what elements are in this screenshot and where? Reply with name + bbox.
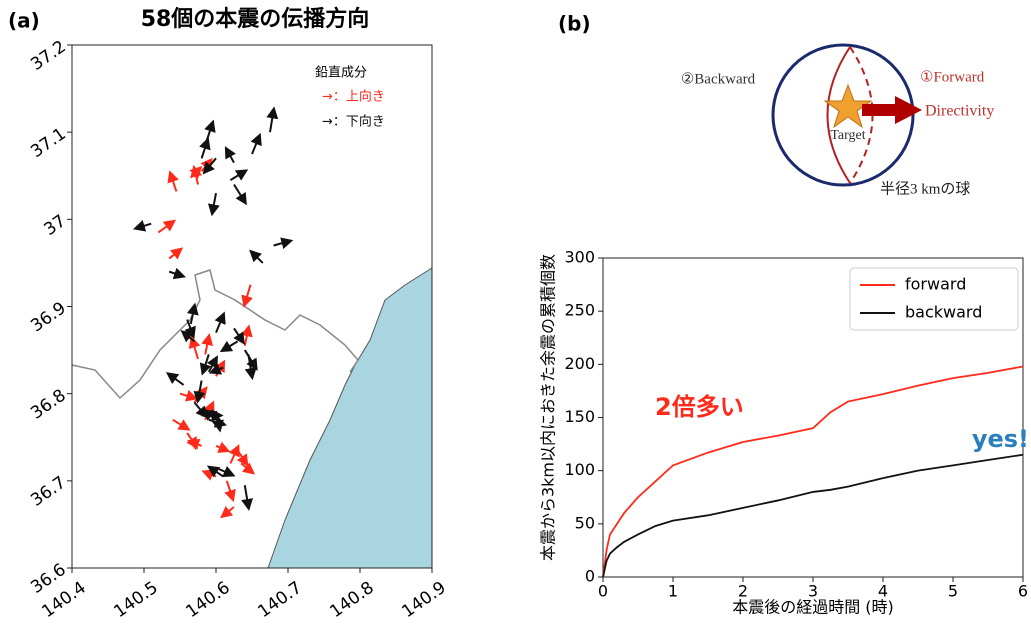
vector-arrow [266,106,279,133]
vector-arrow [202,157,217,175]
vector-arrow [224,146,236,164]
vector-arrow [220,506,235,519]
y-tick-label: 0 [585,567,595,586]
vector-arrow [207,192,220,217]
vector-arrow [168,247,184,260]
vector-arrow [212,410,224,433]
legend-label: →：下向き [322,114,385,130]
y-tick-label: 37.1 [27,124,69,162]
vector-arrow [199,137,211,159]
x-tick-label: 6 [1018,582,1028,601]
vector-arrow [208,363,224,375]
vector-arrow [241,485,254,511]
vector-arrow [172,418,191,431]
vector-arrow [132,219,152,232]
vector-arrow [187,439,202,451]
y-tick-label: 150 [564,407,595,426]
vector-arrow [167,170,179,192]
label: ①Forward [920,69,985,85]
vector-arrow [186,302,199,325]
line-series [602,453,1024,578]
sphere [771,43,915,187]
y-tick-label: 36.8 [27,385,69,423]
vector-arrow [206,465,224,478]
legend-label: forward [905,275,966,294]
x-tick-label: 140.8 [326,578,377,622]
vector-arrow [229,169,249,181]
y-tick-label: 300 [564,248,595,267]
vector-arrow [224,480,236,503]
vector-arrow [215,441,231,453]
y-tick-label: 100 [564,460,595,479]
vector-arrow [168,267,186,280]
y-tick-label: 36.9 [27,298,69,336]
vector-arrow [243,349,258,371]
vector-arrow [201,333,214,355]
label: 半径3 kmの球 [880,180,970,197]
vector-arrow [202,408,217,421]
label: ②Backward [681,71,756,87]
y-tick-label: 37 [41,211,70,240]
panel-label: (a) [8,9,40,33]
x-tick-label: 2 [738,582,748,601]
arrow [862,96,922,124]
vector-arrow [228,444,240,464]
vector-arrow [273,237,294,250]
y-tick-label: 36.7 [27,473,69,511]
x-tick-label: 0 [598,582,608,601]
vector-arrow [214,311,226,334]
legend-label: backward [905,303,982,322]
annotation: 2倍多い [655,393,744,421]
annotation: yes! [972,425,1029,453]
y-tick-label: 200 [564,354,595,373]
vector-arrow [219,340,239,353]
x-tick-label: 3 [808,582,818,601]
vector-arrow [240,324,253,346]
vector-arrow [179,389,199,402]
legend-title: 鉛直成分 [315,66,367,81]
vector-arrow [240,462,256,475]
panel-label: (b) [558,12,591,36]
y-tick-label: 250 [564,301,595,320]
y-axis-label: 本震から3km以内におきた余震の累積個数 [539,254,558,561]
vector-arrow [180,330,196,343]
vector-arrow [206,355,218,373]
label: Directivity [925,103,994,120]
label: Target [830,128,865,143]
vector-arrow [233,327,245,345]
vector-arrow [188,335,201,360]
vector-arrow [241,284,253,308]
legend-box [849,267,1019,331]
x-tick-label: 140.5 [110,578,161,622]
x-tick-label: 140.6 [182,578,233,622]
chart-title: 58個の本震の伝播方向 [141,6,370,32]
star [823,83,873,129]
vector-arrow [236,449,249,467]
vector-arrow [190,164,203,185]
front-arc [826,46,851,184]
x-tick-label: 5 [948,582,958,601]
vector-arrow [193,380,206,404]
sphere-diagram: ②Backward ①Forward Directivity Target 半径… [681,43,994,197]
vector-arrow [250,132,262,155]
legend-label: →：上向き [322,89,385,105]
vector-arrow [249,249,264,264]
x-tick-label: 140.9 [398,578,449,622]
vector-arrow [215,466,236,477]
vector-arrow [244,354,257,381]
y-tick-label: 37.2 [27,37,69,75]
x-tick-label: 1 [668,582,678,601]
vector-arrow [157,219,177,234]
vector-arrow [165,372,185,386]
boundary [71,269,359,400]
x-tick-label: 140.7 [254,578,305,622]
line-series [602,365,1024,578]
y-tick-label: 50 [575,513,595,532]
x-axis-label: 本震後の経過時間 (時) [732,598,894,617]
vector-arrow [233,183,247,206]
x-tick-label: 4 [878,582,888,601]
